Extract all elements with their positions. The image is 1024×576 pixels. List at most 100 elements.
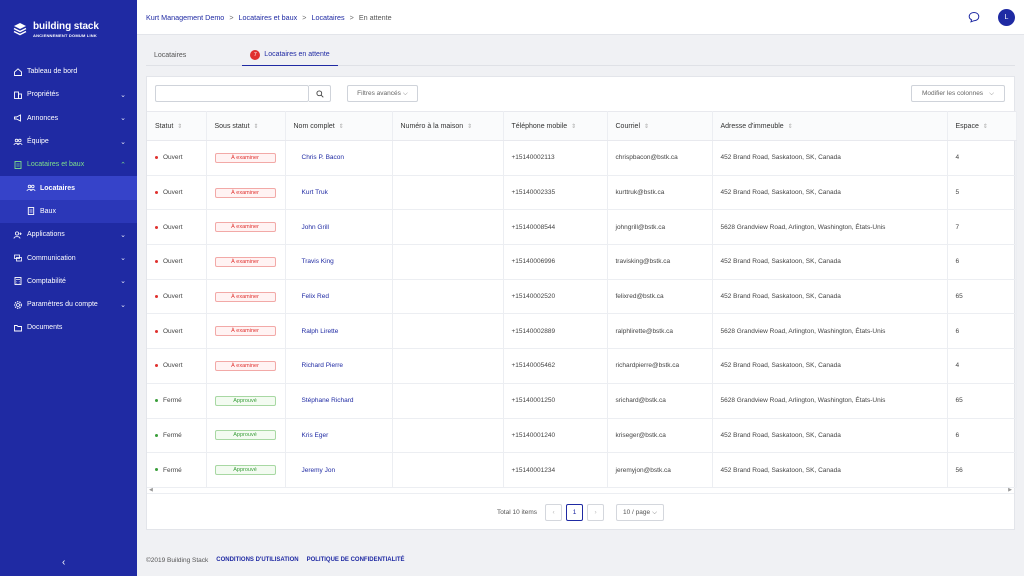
table-row[interactable]: Fermé Approuvé Stéphane Richard +1514000125…: [147, 383, 1017, 419]
tenant-name-link[interactable]: Chris P. Bacon: [285, 140, 393, 176]
megaphone-icon: [13, 113, 23, 123]
chevron-up-icon: ⌃: [120, 161, 126, 169]
space-cell: 5: [947, 175, 1017, 211]
sort-icon[interactable]: ⇕: [982, 123, 988, 130]
advanced-filters-button[interactable]: Filtres avancés ⌵: [347, 85, 418, 102]
table-row[interactable]: Fermé Approuvé Jeremy Jon +15140001234 jerem…: [147, 452, 1017, 488]
breadcrumb-link-tenants[interactable]: Locataires: [311, 12, 345, 22]
home-phone-cell: [392, 348, 504, 384]
sidebar-item-annonces[interactable]: Annonces ⌄: [0, 107, 137, 130]
tenant-name-link[interactable]: Felix Red: [285, 279, 393, 315]
sort-icon[interactable]: ⇕: [571, 123, 577, 130]
sidebar-item-documents[interactable]: Documents: [0, 316, 137, 339]
table-row[interactable]: Fermé Approuvé Kris Eger +15140001240 kriseg…: [147, 418, 1017, 454]
scroll-left-icon[interactable]: ◀: [149, 486, 153, 493]
table-row[interactable]: Ouvert À examiner Kurt Truk +15140002335 kur…: [147, 175, 1017, 211]
scroll-right-icon[interactable]: ▶: [1008, 486, 1012, 493]
column-header[interactable]: Statut ⇕: [147, 111, 207, 141]
sub-status-cell: À examiner: [206, 348, 286, 384]
chevron-down-icon: ⌄: [120, 138, 126, 146]
sidebar-item-baux[interactable]: Baux: [0, 199, 137, 224]
space-cell: 6: [947, 418, 1017, 454]
sidebar-item-comptabilite[interactable]: Comptabilité ⌄: [0, 270, 137, 293]
sort-icon[interactable]: ⇕: [338, 123, 344, 130]
sidebar-item-communication[interactable]: Communication ⌄: [0, 246, 137, 269]
terms-link[interactable]: CONDITIONS D'UTILISATION: [216, 557, 299, 563]
edit-columns-button[interactable]: Modifier les colonnes ⌵: [911, 85, 1005, 102]
sidebar-item-locataires-et-baux[interactable]: Locataires et baux ⌃: [0, 153, 137, 176]
sidebar-item-label: Locataires: [40, 184, 76, 192]
prev-page-button[interactable]: ‹: [545, 504, 563, 521]
sidebar-item-tableau-de-bord[interactable]: Tableau de bord: [0, 60, 137, 83]
tenant-name-link[interactable]: Jeremy Jon: [285, 452, 393, 488]
horizontal-scrollbar[interactable]: ◀ ▶: [147, 486, 1014, 494]
address-cell: 452 Brand Road, Saskatoon, SK, Canada: [712, 418, 948, 454]
mobile-phone-cell: +15140006996: [503, 244, 608, 280]
table-row[interactable]: Ouvert À examiner John Grill +15140008544 jo…: [147, 209, 1017, 246]
logo[interactable]: building stack ANCIENNEMENT DOMUM LINK: [0, 0, 137, 42]
table-row[interactable]: Ouvert À examiner Ralph Lirette +1514000288…: [147, 313, 1017, 350]
tenant-name-link[interactable]: Ralph Lirette: [285, 313, 393, 350]
tab-tenants[interactable]: Locataires: [146, 44, 194, 66]
sort-icon[interactable]: ⇕: [644, 123, 650, 130]
chevron-down-icon: ⌄: [120, 115, 126, 123]
email-cell: jeremyjon@bstk.ca: [607, 452, 713, 488]
tenant-name-link[interactable]: Travis King: [285, 244, 393, 280]
privacy-link[interactable]: POLITIQUE DE CONFIDENTIALITÉ: [306, 557, 405, 563]
search-button[interactable]: [309, 85, 331, 102]
column-header[interactable]: Téléphone mobile ⇕: [503, 111, 608, 141]
brand-tagline: ANCIENNEMENT DOMUM LINK: [33, 32, 97, 38]
home-phone-cell: [392, 244, 504, 280]
search-input[interactable]: [155, 85, 309, 102]
status-dot: [155, 225, 158, 229]
mobile-phone-cell: +15140002520: [503, 279, 608, 315]
sidebar-item-equipe[interactable]: Équipe ⌄: [0, 130, 137, 153]
sort-icon[interactable]: ⇕: [253, 123, 259, 130]
next-page-button[interactable]: ›: [587, 504, 605, 521]
tenant-name-link[interactable]: Stéphane Richard: [285, 383, 393, 419]
column-header[interactable]: Sous statut ⇕: [206, 111, 286, 141]
page-number-button[interactable]: 1: [566, 504, 584, 521]
tenant-name-link[interactable]: Kris Eger: [285, 418, 393, 454]
page-size-select[interactable]: 10 / page ⌵: [616, 504, 665, 521]
sidebar-item-locataires[interactable]: Locataires: [0, 176, 137, 200]
chat-icon[interactable]: [968, 11, 980, 23]
sidebar-item-applications[interactable]: Applications ⌄: [0, 223, 137, 246]
pending-count-badge: 7: [250, 49, 261, 60]
status-badge: Approuvé: [214, 430, 276, 441]
sidebar-nav: Tableau de bord Propriétés ⌄ Annonces ⌄ Équip…: [0, 60, 137, 340]
sidebar-item-label: Comptabilité: [27, 277, 66, 285]
chevron-down-icon: ⌵: [402, 89, 408, 97]
avatar[interactable]: L: [998, 9, 1015, 26]
advanced-filters-label: Filtres avancés: [357, 90, 401, 97]
table-row[interactable]: Ouvert À examiner Travis King +15140006996 t…: [147, 244, 1017, 280]
sidebar-item-label: Communication: [27, 254, 76, 262]
sort-icon[interactable]: ⇕: [787, 123, 793, 130]
home-phone-cell: [392, 313, 504, 350]
sidebar-item-label: Propriétés: [27, 91, 59, 99]
folder-icon: [13, 323, 23, 333]
breadcrumb-link-account[interactable]: Kurt Management Demo: [146, 12, 225, 22]
collapse-sidebar-button[interactable]: ‹: [62, 557, 66, 568]
sidebar-item-parametres-du-compte[interactable]: Paramètres du compte ⌄: [0, 293, 137, 316]
tab-pending-tenants[interactable]: 7 Locataires en attente: [242, 44, 338, 66]
column-header[interactable]: Espace ⇕: [947, 111, 1017, 141]
table-row[interactable]: Ouvert À examiner Richard Pierre +151400054…: [147, 348, 1017, 384]
space-cell: 6: [947, 313, 1017, 350]
tenant-name-link[interactable]: Richard Pierre: [285, 348, 393, 384]
sort-icon[interactable]: ⇕: [467, 123, 473, 130]
column-header[interactable]: Numéro à la maison ⇕: [392, 111, 504, 141]
home-phone-cell: [392, 209, 504, 246]
sidebar-item-proprietes[interactable]: Propriétés ⌄: [0, 83, 137, 106]
table-row[interactable]: Ouvert À examiner Chris P. Bacon +151400021…: [147, 140, 1017, 176]
column-header[interactable]: Nom complet ⇕: [285, 111, 393, 141]
breadcrumb-link-tenants-leases[interactable]: Locataires et baux: [238, 12, 298, 22]
tenant-name-link[interactable]: Kurt Truk: [285, 175, 393, 211]
sort-icon[interactable]: ⇕: [177, 123, 183, 130]
tenant-name-link[interactable]: John Grill: [285, 209, 393, 246]
status-text: Ouvert: [163, 293, 183, 301]
column-header[interactable]: Adresse d'immeuble ⇕: [712, 111, 948, 141]
column-header[interactable]: Courriel ⇕: [607, 111, 713, 141]
table-row[interactable]: Ouvert À examiner Felix Red +15140002520 fel…: [147, 279, 1017, 315]
mobile-phone-cell: +15140008544: [503, 209, 608, 246]
